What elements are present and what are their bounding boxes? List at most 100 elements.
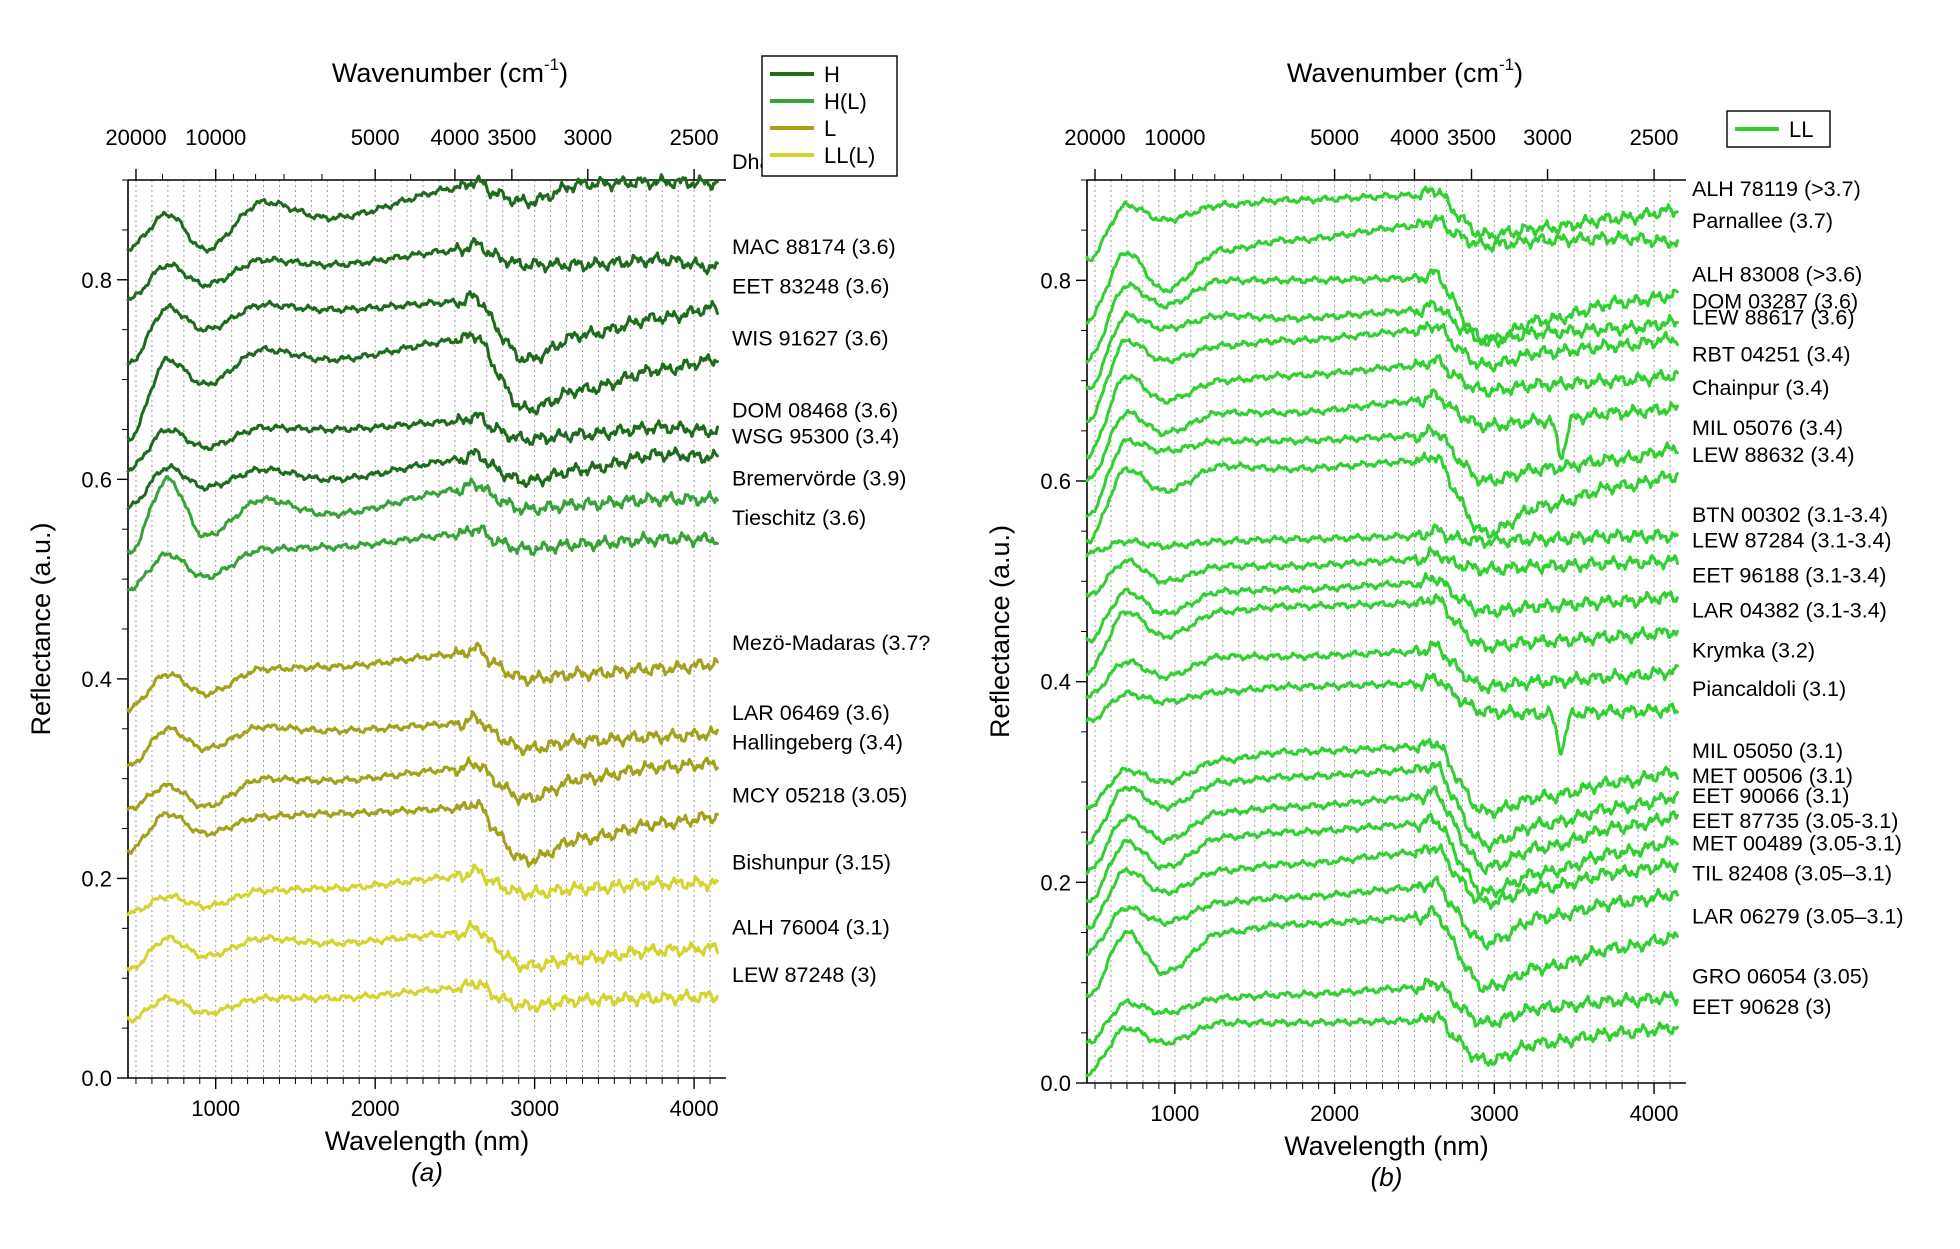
series-label: MCY 05218 (3.05) <box>732 784 907 808</box>
series-line <box>1085 977 1679 1045</box>
series-label: BTN 00302 (3.1-3.4) <box>1692 503 1888 527</box>
series-label: LAR 06469 (3.6) <box>732 701 890 725</box>
top-tick-label: 2500 <box>1630 125 1679 150</box>
series-line <box>126 173 719 254</box>
series-line <box>1085 737 1679 819</box>
series-label: Tieschitz (3.6) <box>732 506 866 530</box>
series-line <box>1085 593 1679 677</box>
series-label: MET 00506 (3.1) <box>1692 764 1853 788</box>
y-tick-label: 0.2 <box>1040 870 1071 895</box>
series-label: LEW 88617 (3.6) <box>1692 306 1855 330</box>
series-label: MET 00489 (3.05-3.1) <box>1692 831 1902 855</box>
series-line <box>1085 812 1679 904</box>
series-line <box>1085 268 1679 364</box>
series-line <box>1085 546 1679 598</box>
y-tick-label: 0.0 <box>1040 1071 1071 1096</box>
y-tick-label: 0.8 <box>81 268 112 293</box>
series-line <box>1085 388 1679 483</box>
x-tick-label: 4000 <box>670 1096 719 1121</box>
top-axis-title-sup: -1 <box>1499 55 1514 74</box>
series-label: Parnallee (3.7) <box>1692 209 1833 233</box>
series-line <box>126 756 719 812</box>
top-axis-title-main: Wavenumber (cm <box>332 58 544 88</box>
series-label: ALH 78119 (>3.7) <box>1692 177 1861 201</box>
series-line <box>126 524 719 592</box>
x-tick-label: 3000 <box>1470 1101 1519 1126</box>
panel-b: 1000 2000 3000 4000 0.0 0.2 0.4 0.6 0.8 20000 1000… <box>985 55 1904 1192</box>
top-axis-title: Wavenumber (cm-1) <box>1287 55 1523 88</box>
y-tick-label: 0.4 <box>1040 670 1071 695</box>
series-label: DOM 03287 (3.6) <box>1692 289 1858 313</box>
x-tick-label: 4000 <box>1630 1101 1679 1126</box>
series-line <box>126 411 719 473</box>
series-label: ALH 76004 (3.1) <box>732 915 890 939</box>
top-tick-label: 4000 <box>1390 125 1439 150</box>
series-line <box>1085 185 1679 263</box>
series-label: LAR 04382 (3.1-3.4) <box>1692 599 1887 623</box>
series-label: MIL 05076 (3.4) <box>1692 416 1843 440</box>
top-axis-title-sup: -1 <box>544 55 559 74</box>
series-label: Hallingeberg (3.4) <box>732 731 903 755</box>
series-label: EET 87735 (3.05-3.1) <box>1692 809 1898 833</box>
top-axis-title-end: ) <box>1514 58 1523 88</box>
series-label: Bishunpur (3.15) <box>732 850 891 874</box>
series-label: LAR 06279 (3.05–3.1) <box>1692 905 1904 929</box>
top-axis-title-main: Wavenumber (cm <box>1287 58 1499 88</box>
legend-label: L <box>824 116 836 141</box>
series-line <box>126 641 719 714</box>
top-tick-label: 4000 <box>430 125 479 150</box>
x-tick-label: 2000 <box>1310 1101 1359 1126</box>
top-tick-label: 3000 <box>1523 125 1572 150</box>
series-line <box>126 920 719 974</box>
series-label: WSG 95300 (3.4) <box>732 424 899 448</box>
series-label: WIS 91627 (3.6) <box>732 327 889 351</box>
y-tick-label: 0.0 <box>81 1066 112 1091</box>
series-line <box>126 863 719 916</box>
y-tick-label: 0.2 <box>81 866 112 891</box>
series-label: TIL 82408 (3.05–3.1) <box>1692 861 1892 885</box>
y-tick-label: 0.6 <box>1040 469 1071 494</box>
y-axis-title: Reflectance (a.u.) <box>985 525 1015 738</box>
series-line <box>1085 905 1679 999</box>
series-line <box>1085 760 1679 853</box>
series-label: EET 90628 (3) <box>1692 995 1831 1019</box>
legend-label: LL <box>1789 117 1813 142</box>
top-tick-label: 10000 <box>185 125 246 150</box>
x-tick-label: 1000 <box>1150 1101 1199 1126</box>
y-tick-label: 0.6 <box>81 467 112 492</box>
top-tick-label: 5000 <box>351 125 400 150</box>
series-line <box>1085 299 1679 391</box>
top-tick-label: 3500 <box>487 125 536 150</box>
series-label: MAC 88174 (3.6) <box>732 235 896 259</box>
top-tick-label: 5000 <box>1310 125 1359 150</box>
series-label: DOM 08468 (3.6) <box>732 398 898 422</box>
legend-label: H <box>824 62 840 87</box>
series-line <box>126 978 719 1024</box>
series-label: EET 90066 (3.1) <box>1692 784 1849 808</box>
top-axis-title-end: ) <box>559 58 568 88</box>
series-line <box>126 474 719 555</box>
series-line <box>126 446 719 511</box>
series-label: LEW 87248 (3) <box>732 963 877 987</box>
series-label: MIL 05050 (3.1) <box>1692 739 1843 763</box>
series-label: GRO 06054 (3.05) <box>1692 965 1869 989</box>
series-line <box>126 710 719 767</box>
series-line <box>1085 875 1679 957</box>
series-label: Bremervörde (3.9) <box>732 466 906 490</box>
y-tick-label: 0.4 <box>81 667 112 692</box>
x-tick-label: 2000 <box>351 1096 400 1121</box>
legend-label: LL(L) <box>824 143 875 168</box>
top-tick-label: 3500 <box>1447 125 1496 150</box>
series-line <box>1085 214 1679 325</box>
y-tick-label: 0.8 <box>1040 268 1071 293</box>
series-line <box>1085 1010 1679 1077</box>
series-line <box>1085 672 1679 756</box>
series-line <box>1085 354 1679 460</box>
x-tick-label: 1000 <box>191 1096 240 1121</box>
series-label: Chainpur (3.4) <box>1692 376 1829 400</box>
series-label: EET 96188 (3.1-3.4) <box>1692 563 1886 587</box>
series-label: Krymka (3.2) <box>1692 639 1815 663</box>
legend-label: H(L) <box>824 89 867 114</box>
top-tick-label: 10000 <box>1144 125 1205 150</box>
